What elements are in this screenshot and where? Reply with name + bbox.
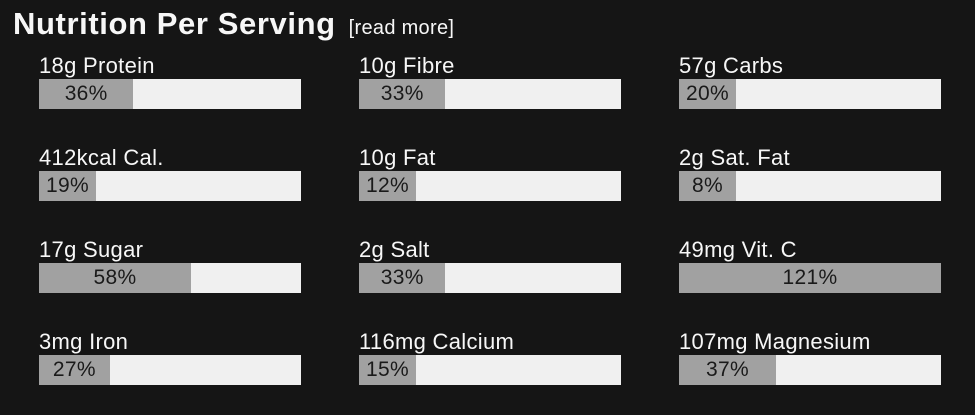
nutrient-label: 412kcal Cal. bbox=[39, 145, 164, 170]
percent-value: 12% bbox=[366, 174, 409, 197]
nutrient-label: 116mg Calcium bbox=[359, 329, 515, 354]
progress-bar-fill: 20% bbox=[679, 79, 736, 109]
panel-header: Nutrition Per Serving [read more] bbox=[13, 5, 454, 43]
percent-value: 33% bbox=[380, 82, 424, 105]
progress-bar-fill: 121% bbox=[679, 263, 941, 293]
percent-value: 8% bbox=[692, 174, 723, 197]
read-more-link[interactable]: [read more] bbox=[348, 17, 455, 39]
progress-bar-track: 36% bbox=[39, 79, 301, 109]
percent-value: 27% bbox=[52, 358, 96, 381]
nutrient-label: 2g Sat. Fat bbox=[679, 145, 790, 170]
progress-bar-track: 58% bbox=[39, 263, 301, 293]
percent-value: 121% bbox=[782, 266, 838, 289]
progress-bar-track: 37% bbox=[679, 355, 941, 385]
nutrient-item-protein: 18g Protein 36% bbox=[39, 52, 301, 109]
nutrient-item-sat-fat: 2g Sat. Fat 8% bbox=[679, 144, 941, 201]
nutrient-label: 10g Fibre bbox=[359, 53, 455, 78]
nutrient-label: 17g Sugar bbox=[39, 237, 144, 262]
progress-bar-fill: 33% bbox=[359, 263, 446, 293]
nutrient-item-carbs: 57g Carbs 20% bbox=[679, 52, 941, 109]
progress-bar-track: 33% bbox=[359, 79, 621, 109]
progress-bar-fill: 33% bbox=[359, 79, 446, 109]
nutrient-item-calories: 412kcal Cal. 19% bbox=[39, 144, 301, 201]
progress-bar-fill: 36% bbox=[39, 79, 134, 109]
nutrient-item-fat: 10g Fat 12% bbox=[359, 144, 621, 201]
nutrient-label: 18g Protein bbox=[39, 53, 155, 78]
progress-bar-track: 19% bbox=[39, 171, 301, 201]
progress-bar-fill: 19% bbox=[39, 171, 96, 201]
nutrient-label: 57g Carbs bbox=[679, 53, 784, 78]
percent-value: 58% bbox=[93, 266, 137, 289]
percent-value: 20% bbox=[686, 82, 729, 105]
progress-bar-track: 33% bbox=[359, 263, 621, 293]
progress-bar-fill: 12% bbox=[359, 171, 416, 201]
nutrient-label: 10g Fat bbox=[359, 145, 436, 170]
percent-value: 37% bbox=[706, 358, 749, 381]
percent-value: 33% bbox=[380, 266, 424, 289]
progress-bar-fill: 27% bbox=[39, 355, 110, 385]
progress-bar-fill: 15% bbox=[359, 355, 416, 385]
nutrient-item-iron: 3mg Iron 27% bbox=[39, 328, 301, 385]
progress-bar-track: 15% bbox=[359, 355, 621, 385]
nutrient-item-fibre: 10g Fibre 33% bbox=[359, 52, 621, 109]
progress-bar-track: 20% bbox=[679, 79, 941, 109]
nutrition-grid: 18g Protein 36% 10g Fibre 33% 57g Carbs … bbox=[39, 52, 941, 385]
percent-value: 15% bbox=[366, 358, 409, 381]
progress-bar-track: 12% bbox=[359, 171, 621, 201]
progress-bar-fill: 58% bbox=[39, 263, 191, 293]
nutrient-label: 3mg Iron bbox=[39, 329, 129, 354]
progress-bar-track: 8% bbox=[679, 171, 941, 201]
nutrient-item-magnesium: 107mg Magnesium 37% bbox=[679, 328, 941, 385]
percent-value: 19% bbox=[46, 174, 89, 197]
progress-bar-track: 27% bbox=[39, 355, 301, 385]
nutrient-item-sugar: 17g Sugar 58% bbox=[39, 236, 301, 293]
page-title: Nutrition Per Serving bbox=[13, 6, 336, 41]
progress-bar-track: 121% bbox=[679, 263, 941, 293]
nutrient-item-calcium: 116mg Calcium 15% bbox=[359, 328, 621, 385]
percent-value: 36% bbox=[64, 82, 108, 105]
nutrient-item-salt: 2g Salt 33% bbox=[359, 236, 621, 293]
nutrient-label: 49mg Vit. C bbox=[679, 237, 797, 262]
progress-bar-fill: 8% bbox=[679, 171, 736, 201]
nutrient-label: 107mg Magnesium bbox=[679, 329, 871, 354]
progress-bar-fill: 37% bbox=[679, 355, 776, 385]
nutrient-item-vitamin-c: 49mg Vit. C 121% bbox=[679, 236, 941, 293]
nutrient-label: 2g Salt bbox=[359, 237, 430, 262]
